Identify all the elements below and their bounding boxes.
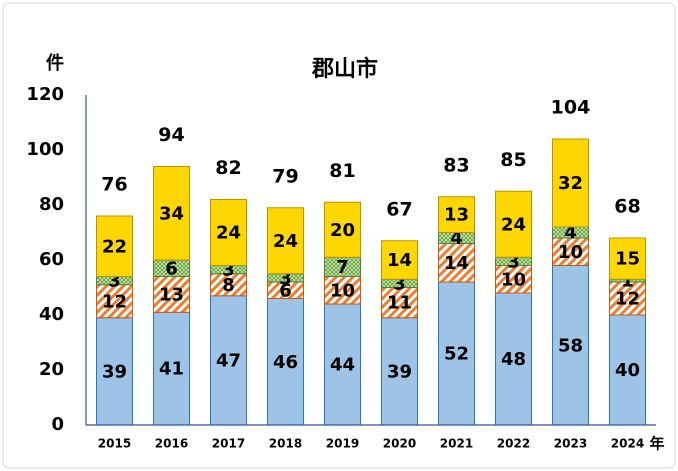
value-label: 20 bbox=[330, 220, 355, 241]
value-label: 10 bbox=[330, 280, 355, 301]
bar-segment bbox=[495, 190, 532, 258]
value-label: 39 bbox=[387, 361, 412, 382]
y-tick-label: 80 bbox=[39, 194, 64, 215]
bar-segment bbox=[96, 215, 133, 277]
bar-segment bbox=[324, 201, 361, 258]
total-label: 67 bbox=[386, 198, 412, 220]
x-tick-label: 2015 bbox=[98, 437, 131, 451]
value-label: 8 bbox=[222, 275, 235, 296]
value-label: 24 bbox=[216, 223, 241, 244]
bar-segment bbox=[552, 237, 589, 266]
value-label: 13 bbox=[444, 205, 469, 226]
value-label: 46 bbox=[273, 352, 298, 373]
bar-segment bbox=[495, 265, 532, 294]
value-label: 32 bbox=[558, 173, 583, 194]
total-label: 83 bbox=[443, 154, 469, 176]
value-label: 47 bbox=[216, 350, 241, 371]
bar-segment bbox=[438, 281, 475, 426]
bar-segment bbox=[324, 303, 361, 426]
y-tick-label: 0 bbox=[51, 414, 64, 435]
value-label: 6 bbox=[165, 258, 178, 279]
value-label: 44 bbox=[330, 355, 355, 376]
value-label: 15 bbox=[615, 249, 640, 270]
value-label: 7 bbox=[336, 257, 349, 278]
total-label: 85 bbox=[500, 149, 526, 171]
value-label: 34 bbox=[159, 203, 184, 224]
bar-segment bbox=[381, 240, 418, 280]
value-label: 40 bbox=[615, 360, 640, 381]
value-label: 39 bbox=[102, 361, 127, 382]
x-tick-label: 2024 bbox=[611, 437, 644, 451]
bar-segment bbox=[96, 284, 133, 319]
x-tick-label: 2019 bbox=[326, 437, 359, 451]
value-label: 48 bbox=[501, 349, 526, 370]
bar-segment bbox=[609, 314, 646, 426]
value-label: 4 bbox=[564, 223, 577, 244]
y-tick-label: 60 bbox=[39, 249, 64, 270]
value-label: 13 bbox=[159, 284, 184, 305]
value-label: 58 bbox=[558, 335, 583, 356]
value-label: 6 bbox=[279, 280, 292, 301]
bar-segment bbox=[438, 196, 475, 233]
y-tick-label: 20 bbox=[39, 359, 64, 380]
x-tick-label: 2020 bbox=[383, 437, 416, 451]
y-tick-label: 100 bbox=[26, 139, 64, 160]
bar-segment bbox=[609, 237, 646, 280]
bar-segment bbox=[267, 207, 304, 275]
value-label: 24 bbox=[273, 231, 298, 252]
value-label: 41 bbox=[159, 359, 184, 380]
value-label: 10 bbox=[501, 269, 526, 290]
total-label: 79 bbox=[272, 165, 298, 187]
bar-segment bbox=[96, 317, 133, 426]
bar-segment bbox=[153, 276, 190, 313]
value-label: 4 bbox=[450, 228, 463, 249]
total-label: 81 bbox=[329, 160, 355, 182]
bar-segment bbox=[210, 295, 247, 426]
value-label: 12 bbox=[615, 289, 640, 310]
bar-segment bbox=[210, 199, 247, 266]
bar-segment bbox=[438, 243, 475, 283]
y-unit: 件 bbox=[46, 52, 64, 74]
bar-segment bbox=[267, 298, 304, 426]
value-label: 52 bbox=[444, 344, 469, 365]
y-tick-label: 40 bbox=[39, 304, 64, 325]
bar-segment bbox=[381, 287, 418, 319]
x-unit: 年 bbox=[649, 435, 664, 453]
total-label: 68 bbox=[614, 196, 640, 218]
value-label: 12 bbox=[102, 291, 127, 312]
x-tick-label: 2021 bbox=[440, 437, 473, 451]
y-tick-label: 120 bbox=[26, 84, 64, 105]
bar-segment bbox=[381, 317, 418, 426]
total-label: 82 bbox=[215, 157, 241, 179]
value-label: 22 bbox=[102, 236, 127, 257]
x-tick-label: 2017 bbox=[212, 437, 245, 451]
total-label: 94 bbox=[158, 124, 184, 146]
x-tick-label: 2022 bbox=[497, 437, 530, 451]
bar-segment bbox=[153, 166, 190, 261]
x-tick-label: 2023 bbox=[554, 437, 587, 451]
value-label: 14 bbox=[444, 253, 469, 274]
value-label: 11 bbox=[387, 293, 412, 314]
bar-segment bbox=[609, 281, 646, 316]
value-label: 14 bbox=[387, 250, 412, 271]
total-label: 104 bbox=[551, 97, 591, 119]
bar-segment bbox=[552, 138, 589, 228]
total-label: 76 bbox=[101, 174, 127, 196]
value-label: 24 bbox=[501, 214, 526, 235]
x-tick-label: 2018 bbox=[269, 437, 302, 451]
x-tick-label: 2016 bbox=[155, 437, 188, 451]
value-label: 10 bbox=[558, 242, 583, 263]
chart-title: 郡山市 bbox=[311, 56, 378, 82]
